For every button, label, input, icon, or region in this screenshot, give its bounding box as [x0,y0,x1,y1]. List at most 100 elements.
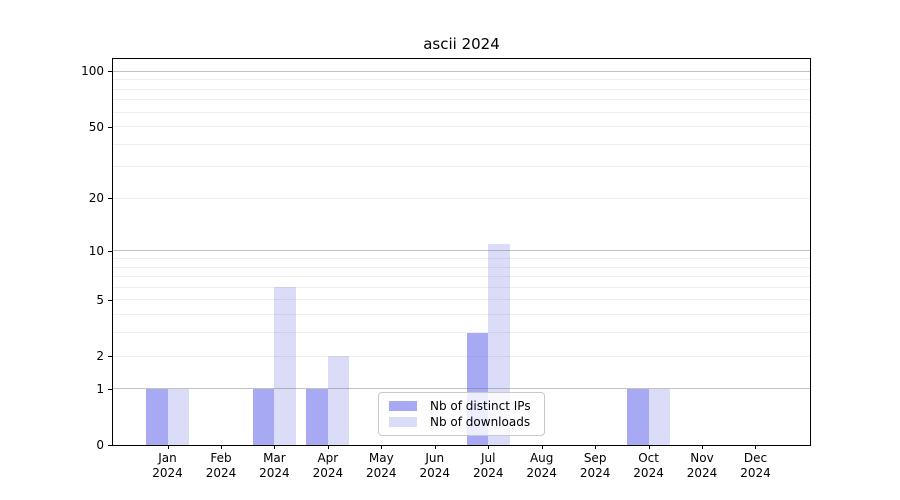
y-tick-mark [108,71,112,73]
x-tick-label-line: 2024 [579,466,611,480]
x-tick-mark [327,445,329,449]
x-tick-label-line: Feb [210,451,232,465]
x-tick-label: Jun 2024 [403,451,467,481]
x-tick-mark [434,445,436,449]
legend-entry: Nb of downloads [387,415,536,429]
gridline-minor [113,276,810,278]
bar-downloads [648,388,670,445]
x-tick-mark [541,445,543,449]
x-tick-label-line: 2024 [366,466,397,480]
bar-distinct-ips [146,388,168,445]
x-tick-mark [702,445,704,449]
gridline-minor [113,79,810,81]
x-tick-mark [167,445,169,449]
gridline-minor [113,88,810,90]
bar-distinct-ips [306,388,328,445]
x-tick-mark [595,445,597,449]
x-tick-mark [220,445,222,449]
y-tick-label: 10 [88,243,104,258]
x-tick-label-line: 2024 [740,466,771,480]
y-tick-label: 20 [88,191,104,206]
x-tick-label-line: Jul [480,451,496,465]
gridline-minor [113,332,810,334]
x-tick-mark [648,445,650,449]
y-tick-mark [108,299,112,301]
x-tick-label-line: 2024 [686,466,718,480]
legend: Nb of distinct IPs Nb of downloads [378,392,545,436]
gridline-minor [113,126,810,128]
gridline-major [113,70,810,72]
x-tick-label-line: Dec [743,451,768,465]
gridline-major [113,250,810,252]
x-tick-mark [488,445,490,449]
legend-swatch [389,417,417,428]
x-tick-label-line: Apr [317,451,339,465]
x-tick-label: Aug 2024 [510,451,574,481]
x-tick-label: Jul 2024 [456,451,520,481]
x-tick-label: Oct 2024 [617,451,681,481]
y-tick-mark [108,198,112,200]
gridline-minor [113,197,810,199]
x-tick-label-line: 2024 [259,466,290,480]
y-tick-mark [108,388,112,390]
gridline-minor [113,314,810,316]
gridline-major [113,388,810,390]
x-tick-label-line: 2024 [152,466,183,480]
x-tick-label: Sep 2024 [563,451,627,481]
gridline-minor [113,299,810,301]
x-tick-label-line: 2024 [526,466,557,480]
legend-label: Nb of downloads [430,415,531,430]
x-tick-label: Mar 2024 [242,451,306,481]
x-tick-label-line: 2024 [312,466,344,480]
bar-distinct-ips [627,388,649,445]
x-tick-label: Feb 2024 [189,451,253,481]
gridline-minor [113,143,810,145]
gridline-minor [113,257,810,259]
y-tick-mark [108,250,112,252]
gridline-minor [113,286,810,288]
y-tick-label: 50 [88,119,104,134]
x-tick-label-line: May [368,451,394,465]
x-tick-label-line: 2024 [205,466,237,480]
x-tick-label: Apr 2024 [296,451,360,481]
y-tick-label: 2 [96,349,104,363]
x-tick-mark [381,445,383,449]
gridline-minor [113,166,810,168]
x-tick-label: Jan 2024 [136,451,200,481]
x-tick-mark [755,445,757,449]
y-tick-label: 100 [81,64,104,79]
y-tick-label: 5 [96,292,104,307]
y-tick-mark [108,356,112,357]
x-tick-label-line: Aug [529,451,554,465]
gridline-minor [113,99,810,101]
x-tick-label-line: Sep [583,451,607,465]
x-tick-label: May 2024 [349,451,413,481]
x-tick-label-line: Mar [263,451,286,465]
x-tick-mark [274,445,276,449]
plot-area [113,59,810,445]
x-tick-label-line: Oct [638,451,659,465]
x-tick-label: Nov 2024 [670,451,734,481]
x-tick-label-line: 2024 [472,466,504,480]
y-tick-mark [108,126,112,128]
x-tick-label-line: Nov [690,451,714,465]
legend-swatch [389,400,417,411]
gridline-minor [113,111,810,113]
legend-entry: Nb of distinct IPs [387,399,536,413]
y-tick-label: 0 [96,438,104,452]
x-tick-label-line: Jun [425,451,445,465]
chart-title: ascii 2024 [423,35,500,53]
x-tick-label: Dec 2024 [723,451,787,481]
gridline-minor [113,355,810,357]
x-tick-label-line: Jan [158,451,177,465]
x-tick-label-line: 2024 [633,466,664,480]
bar-downloads [167,388,189,445]
bar-downloads [327,356,350,445]
x-tick-label-line: 2024 [419,466,451,480]
legend-label: Nb of distinct IPs [430,398,531,413]
y-tick-mark [108,445,112,446]
y-tick-label: 1 [96,381,104,396]
gridline-minor [113,266,810,268]
bar-downloads [274,287,296,445]
